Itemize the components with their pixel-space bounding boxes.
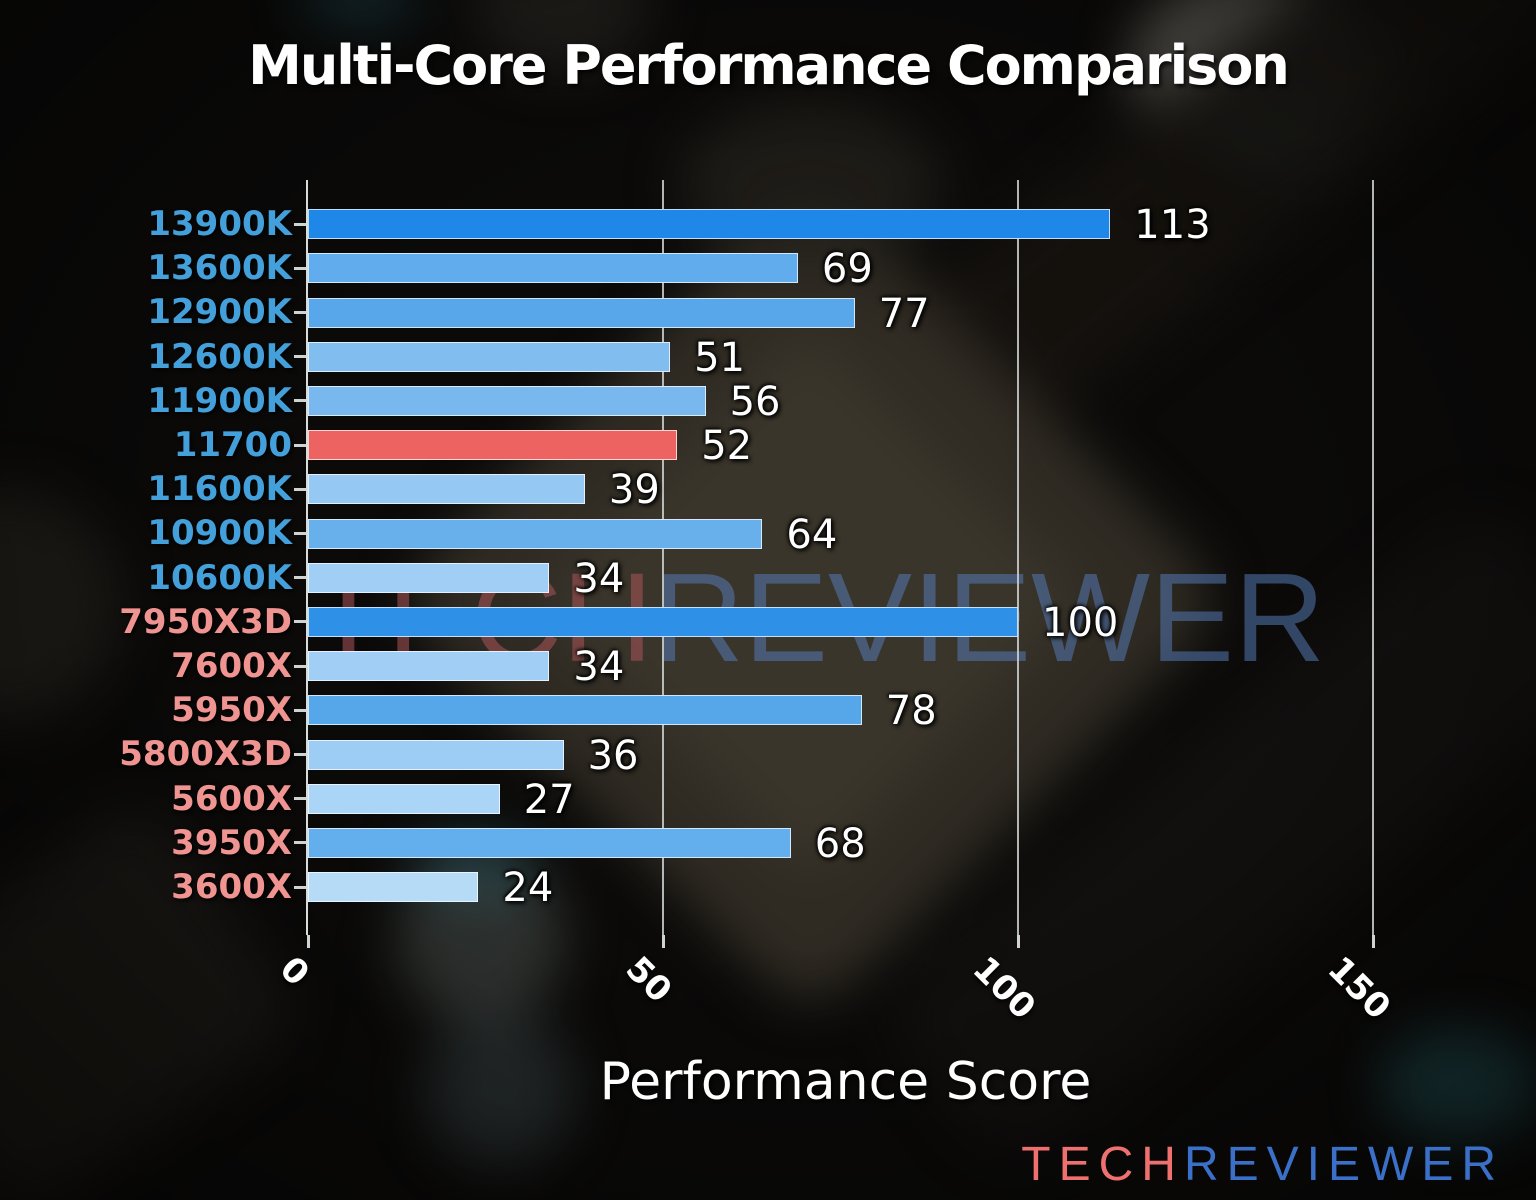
- value-label: 39: [608, 467, 660, 514]
- bar-10900K: [308, 518, 763, 549]
- y-tick: [294, 222, 306, 226]
- category-label-3950X: 3950X: [171, 822, 292, 863]
- bar-13900K: [308, 209, 1111, 240]
- category-label-11600K: 11600K: [147, 469, 292, 510]
- value-label: 69: [821, 246, 873, 293]
- category-label-11900K: 11900K: [147, 380, 292, 421]
- gridline-50: [662, 180, 664, 935]
- x-tick: [1016, 935, 1020, 948]
- gridline-100: [1017, 180, 1019, 935]
- category-label-11700: 11700: [173, 425, 292, 465]
- category-label-12900K: 12900K: [147, 292, 292, 333]
- y-tick: [294, 664, 306, 668]
- y-tick: [294, 885, 306, 889]
- category-label-12600K: 12600K: [147, 336, 292, 377]
- value-label: 52: [701, 423, 753, 470]
- bar-10600K: [308, 562, 550, 593]
- category-label-5950X: 5950X: [171, 690, 292, 731]
- category-label-13600K: 13600K: [147, 248, 292, 289]
- gridline-150: [1372, 180, 1374, 935]
- value-label: 34: [573, 555, 625, 602]
- category-label-13900K: 13900K: [147, 204, 292, 244]
- value-label: 24: [502, 865, 554, 912]
- y-tick: [294, 487, 306, 491]
- bar-5600X: [308, 783, 500, 814]
- y-tick: [294, 620, 306, 624]
- y-tick: [294, 753, 306, 756]
- bar-7600X: [308, 651, 550, 682]
- brand-logo: TECHREVIEWER: [1021, 1137, 1504, 1192]
- value-label: 36: [587, 732, 639, 779]
- value-label: 34: [573, 644, 625, 691]
- y-tick: [294, 532, 306, 535]
- bar-3950X: [308, 827, 791, 858]
- y-tick: [294, 797, 306, 801]
- category-label-10900K: 10900K: [147, 513, 292, 554]
- x-tick: [306, 935, 310, 948]
- x-axis-title: Performance Score: [599, 1052, 1092, 1112]
- y-tick: [294, 708, 306, 712]
- value-label: 77: [878, 290, 930, 337]
- category-label-7600X: 7600X: [171, 646, 292, 686]
- value-label: 100: [1042, 599, 1119, 646]
- value-label: 51: [694, 334, 745, 381]
- y-tick: [294, 443, 306, 447]
- logo-reviewer: REVIEWER: [1183, 1138, 1504, 1191]
- bar-5950X: [308, 695, 862, 726]
- value-label: 56: [729, 378, 781, 425]
- y-tick: [294, 266, 306, 270]
- x-tick: [1371, 935, 1375, 948]
- value-label: 27: [523, 776, 575, 823]
- value-label: 64: [786, 511, 838, 558]
- bar-12900K: [308, 297, 855, 328]
- bar-11900K: [308, 385, 706, 416]
- chart-title: Multi-Core Performance Comparison: [248, 34, 1290, 97]
- x-tick: [661, 935, 665, 948]
- y-tick: [294, 841, 306, 845]
- bar-12600K: [308, 341, 671, 372]
- y-tick: [294, 355, 306, 359]
- y-tick: [294, 399, 306, 403]
- category-label-3600X: 3600X: [171, 867, 292, 907]
- bar-11600K: [308, 474, 585, 505]
- plot-area: 113 69 77 51 56 52 39 64 34 100 34 78 36 27 68 24: [306, 180, 1383, 935]
- category-label-7950X3D: 7950X3D: [119, 601, 292, 642]
- bar-13600K: [308, 253, 798, 284]
- bar-3600X: [308, 872, 479, 903]
- value-label: 113: [1134, 202, 1211, 249]
- bar-7950X3D: [308, 606, 1018, 637]
- bar-11700: [308, 430, 678, 461]
- value-label: 78: [885, 688, 937, 735]
- logo-tech: TECH: [1021, 1138, 1184, 1191]
- category-label-5600X: 5600X: [171, 778, 292, 819]
- value-label: 68: [814, 820, 866, 867]
- bar-5800X3D: [308, 739, 564, 770]
- category-label-5800X3D: 5800X3D: [119, 734, 292, 775]
- y-tick: [294, 311, 306, 314]
- category-label-10600K: 10600K: [147, 557, 292, 598]
- y-tick: [294, 576, 306, 580]
- y-axis-line: [306, 180, 308, 935]
